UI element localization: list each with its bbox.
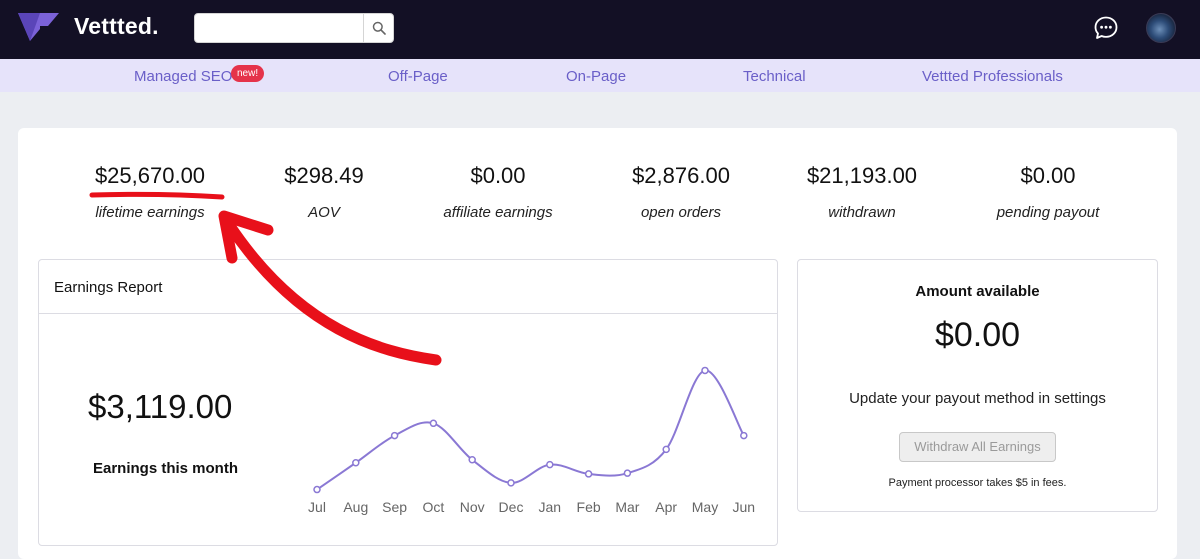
stat-open-orders: $2,876.00 open orders <box>596 163 766 221</box>
vettted-logo-icon[interactable] <box>18 12 60 42</box>
new-badge: new! <box>231 65 265 82</box>
top-navigation-bar: Vettted. <box>0 0 1200 59</box>
earnings-report-header: Earnings Report <box>39 260 777 314</box>
chart-point-may[interactable] <box>701 366 709 375</box>
earnings-line-chart: Jul Aug Sep Oct Nov Dec Jan Feb Mar Apr May Jun <box>308 366 756 515</box>
nav-item-technical[interactable]: Technical <box>743 68 806 85</box>
x-tick-label: Jan <box>539 499 562 515</box>
chart-point-sep[interactable] <box>390 431 399 440</box>
chart-point-oct[interactable] <box>429 419 438 428</box>
stat-aov: $298.49 AOV <box>239 163 409 221</box>
search-icon <box>372 21 386 35</box>
chart-series-line <box>316 369 745 491</box>
x-tick-label: Jul <box>308 499 326 515</box>
x-tick-label: Feb <box>577 499 601 515</box>
earnings-report-title: Earnings Report <box>54 279 163 296</box>
secondary-navigation: Managed SEO Off-Page On-Page Technical V… <box>0 59 1200 92</box>
search-button[interactable] <box>363 14 393 42</box>
x-tick-label: Mar <box>615 499 639 515</box>
brand-name[interactable]: Vettted. <box>74 13 159 39</box>
stat-label: pending payout <box>996 204 1100 221</box>
x-tick-label: Aug <box>343 499 368 515</box>
x-tick-label: Nov <box>460 499 485 515</box>
processor-fee-note: Payment processor takes $5 in fees. <box>888 477 1067 489</box>
stat-value: $298.49 <box>284 163 364 188</box>
chart-point-apr[interactable] <box>662 445 670 454</box>
chart-point-jul[interactable] <box>313 485 321 494</box>
stat-value: $21,193.00 <box>806 163 918 188</box>
stat-value: $0.00 <box>1020 163 1076 188</box>
stat-value: $25,670.00 <box>94 163 206 188</box>
x-tick-label: May <box>692 499 718 515</box>
nav-item-on-page[interactable]: On-Page <box>566 68 627 85</box>
x-tick-label: Dec <box>499 499 524 515</box>
chart-point-jun[interactable] <box>740 431 748 440</box>
stat-value: $2,876.00 <box>632 163 730 188</box>
stat-affiliate-earnings: $0.00 affiliate earnings <box>413 163 583 221</box>
x-tick-label: Jun <box>733 499 756 515</box>
stat-label: lifetime earnings <box>95 204 205 221</box>
amount-available-title: Amount available <box>915 283 1040 300</box>
chart-point-feb[interactable] <box>584 470 593 478</box>
stat-withdrawn: $21,193.00 withdrawn <box>777 163 947 221</box>
stat-label: withdrawn <box>828 204 896 221</box>
amount-available-value: $0.00 <box>934 316 1021 354</box>
stat-label: AOV <box>308 204 340 221</box>
chat-bubble-icon[interactable] <box>1093 15 1119 41</box>
stat-pending-payout: $0.00 pending payout <box>963 163 1133 221</box>
payout-method-message: Update your payout method in settings <box>849 390 1106 407</box>
withdraw-all-earnings-button[interactable]: Withdraw All Earnings <box>899 432 1056 462</box>
earnings-this-month-label: Earnings this month <box>93 460 239 477</box>
stat-label: open orders <box>640 204 722 221</box>
chart-point-mar[interactable] <box>623 469 632 477</box>
chart-point-aug[interactable] <box>352 459 360 467</box>
x-tick-label: Apr <box>655 499 677 515</box>
nav-item-vettted-professionals[interactable]: Vettted Professionals <box>922 68 1063 85</box>
chart-point-jan[interactable] <box>546 460 554 469</box>
chart-point-nov[interactable] <box>468 456 476 464</box>
user-avatar[interactable] <box>1146 13 1176 43</box>
chart-point-dec[interactable] <box>507 479 515 487</box>
x-tick-label: Oct <box>423 499 445 515</box>
nav-item-managed-seo[interactable]: Managed SEO <box>134 68 233 85</box>
amount-available-panel <box>797 259 1158 512</box>
earnings-this-month-value: $3,119.00 <box>88 388 233 425</box>
nav-item-off-page[interactable]: Off-Page <box>388 68 448 85</box>
x-tick-label: Sep <box>382 499 407 515</box>
search-input[interactable] <box>195 14 365 42</box>
search-bar <box>194 13 394 43</box>
stat-lifetime-earnings: $25,670.00 lifetime earnings <box>65 163 235 221</box>
stat-label: affiliate earnings <box>443 204 553 221</box>
stat-value: $0.00 <box>470 163 526 188</box>
